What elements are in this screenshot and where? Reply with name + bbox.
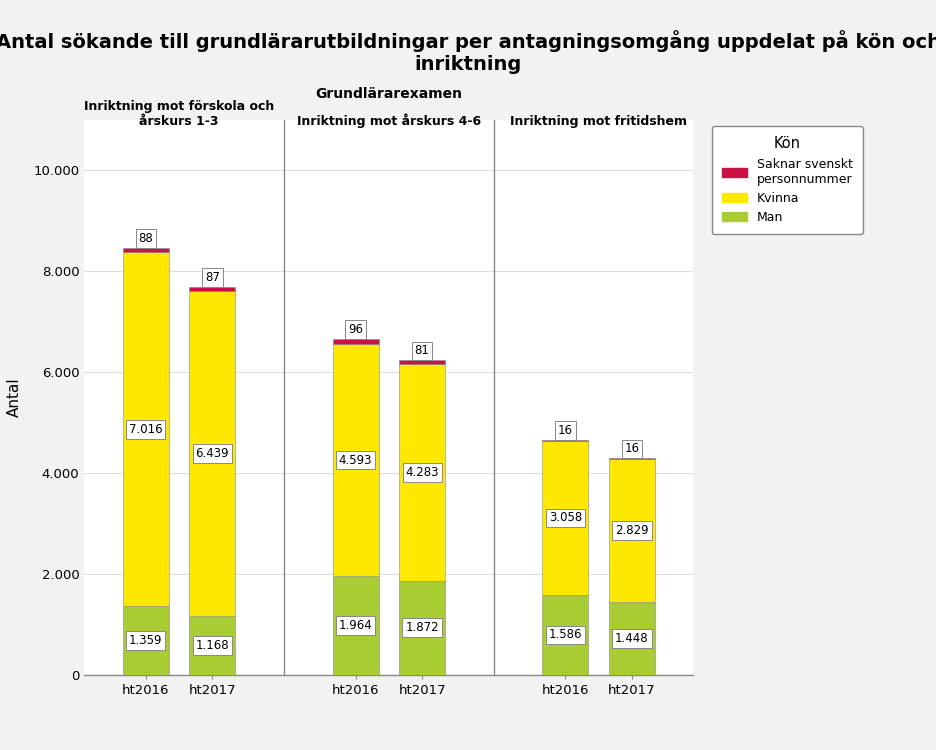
Text: 16: 16: [557, 424, 572, 436]
Legend: Saknar svenskt
personnummer, Kvinna, Man: Saknar svenskt personnummer, Kvinna, Man: [711, 126, 862, 234]
Bar: [542, 595, 588, 675]
Bar: [608, 602, 654, 675]
Text: 3.058: 3.058: [548, 512, 581, 524]
Bar: [189, 291, 235, 616]
Text: 4.593: 4.593: [339, 454, 372, 466]
Text: Antal sökande till grundlärarutbildningar per antagningsomgång uppdelat på kön o: Antal sökande till grundlärarutbildninga…: [0, 30, 936, 74]
Bar: [189, 616, 235, 675]
Text: 96: 96: [347, 323, 363, 336]
Text: Inriktning mot fritidshem: Inriktning mot fritidshem: [509, 115, 686, 128]
Bar: [542, 441, 588, 595]
Bar: [399, 364, 445, 580]
Text: 7.016: 7.016: [129, 423, 162, 436]
Text: 16: 16: [623, 442, 638, 455]
Bar: [332, 576, 378, 675]
Text: 88: 88: [139, 232, 153, 245]
Bar: [608, 459, 654, 602]
Text: Grundlärarexamen: Grundlärarexamen: [315, 87, 461, 101]
Text: 6.439: 6.439: [196, 447, 228, 460]
Bar: [123, 248, 168, 253]
Text: 81: 81: [415, 344, 429, 357]
Bar: [608, 458, 654, 459]
Text: 87: 87: [205, 271, 219, 284]
Text: 1.872: 1.872: [405, 621, 438, 634]
Text: 4.283: 4.283: [405, 466, 438, 479]
Bar: [332, 344, 378, 576]
Text: 1.448: 1.448: [615, 632, 648, 645]
Text: 1.168: 1.168: [196, 639, 228, 652]
Bar: [123, 253, 168, 607]
Text: Inriktning mot årskurs 4-6: Inriktning mot årskurs 4-6: [297, 113, 480, 128]
Y-axis label: Antal: Antal: [7, 378, 22, 417]
Text: 1.359: 1.359: [129, 634, 162, 647]
Bar: [399, 580, 445, 675]
Text: 1.586: 1.586: [548, 628, 581, 641]
Text: Inriktning mot förskola och
årskurs 1-3: Inriktning mot förskola och årskurs 1-3: [84, 100, 274, 128]
Bar: [399, 360, 445, 364]
Bar: [332, 339, 378, 344]
Bar: [189, 286, 235, 291]
Text: 1.964: 1.964: [338, 619, 373, 632]
Bar: [123, 607, 168, 675]
Bar: [542, 440, 588, 441]
Text: 2.829: 2.829: [615, 524, 648, 537]
